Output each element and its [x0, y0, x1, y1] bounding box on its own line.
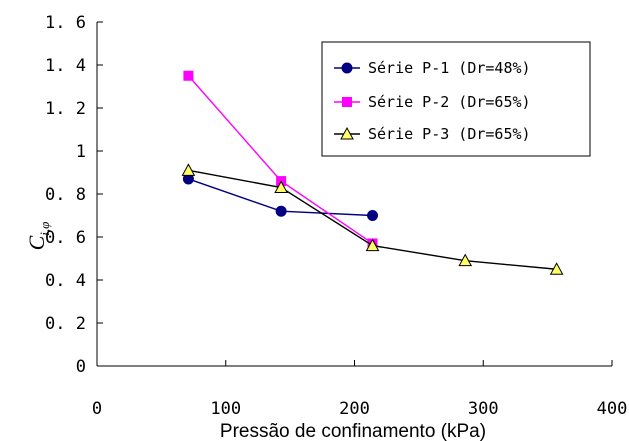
y-ticks: 0 0. 2 0. 4 0. 6 0. 8 1 1. 2 1. 4 1. 6 — [45, 13, 103, 377]
legend-item-3: Série P-3 (Dr=65%) — [334, 125, 531, 143]
legend-label: Série P-1 (Dr=48%) — [368, 59, 531, 77]
x-ticks: 0 100 200 300 400 — [92, 360, 627, 419]
y-tick-label: 0. 8 — [45, 185, 86, 205]
x-tick-label: 0 — [92, 399, 102, 419]
y-tick-label: 1 — [76, 142, 86, 162]
x-tick-label: 200 — [339, 399, 370, 419]
legend-item-2: Série P-2 (Dr=65%) — [334, 93, 531, 111]
data-point-triangle — [458, 253, 473, 267]
legend-label: Série P-3 (Dr=65%) — [368, 125, 531, 143]
legend-box — [321, 41, 591, 157]
legend-item-1: Série P-1 (Dr=48%) — [334, 59, 531, 77]
series-layer — [181, 70, 564, 275]
data-point-triangle — [365, 238, 380, 252]
x-tick-label: 100 — [210, 399, 241, 419]
y-tick-label: 0. 2 — [45, 314, 86, 334]
series-1 — [182, 173, 379, 221]
data-point-triangle — [340, 126, 354, 140]
y-axis-label-group: Ci,φ — [24, 222, 52, 251]
svg-text:Ci,φ: Ci,φ — [24, 222, 52, 251]
y-tick-label: 1. 6 — [45, 13, 86, 33]
data-point-triangle — [181, 163, 196, 176]
data-point-square — [183, 70, 194, 81]
data-point-circle — [367, 210, 379, 221]
data-point-circle — [275, 205, 287, 217]
data-point-triangle — [549, 262, 564, 275]
y-tick-label: 1. 4 — [45, 56, 86, 76]
y-axis-label-subscript: i,φ — [37, 222, 52, 236]
x-axis-label: Pressão de confinamento (kPa) — [220, 421, 486, 441]
legend: Série P-1 (Dr=48%) Série P-2 (Dr=65%) Séri… — [321, 41, 591, 157]
x-tick-label: 300 — [468, 399, 499, 419]
x-tick-label: 400 — [597, 399, 628, 419]
y-axis-label: C — [24, 235, 49, 250]
data-point-circle — [341, 62, 353, 74]
series-3 — [181, 163, 564, 275]
legend-label: Série P-2 (Dr=65%) — [368, 93, 531, 111]
data-point-square — [342, 97, 352, 107]
y-tick-label: 0 — [76, 357, 86, 377]
y-tick-label: 0. 6 — [45, 228, 86, 248]
data-point-triangle — [274, 180, 288, 194]
y-tick-label: 1. 2 — [45, 99, 86, 119]
y-tick-label: 0. 4 — [45, 271, 86, 291]
